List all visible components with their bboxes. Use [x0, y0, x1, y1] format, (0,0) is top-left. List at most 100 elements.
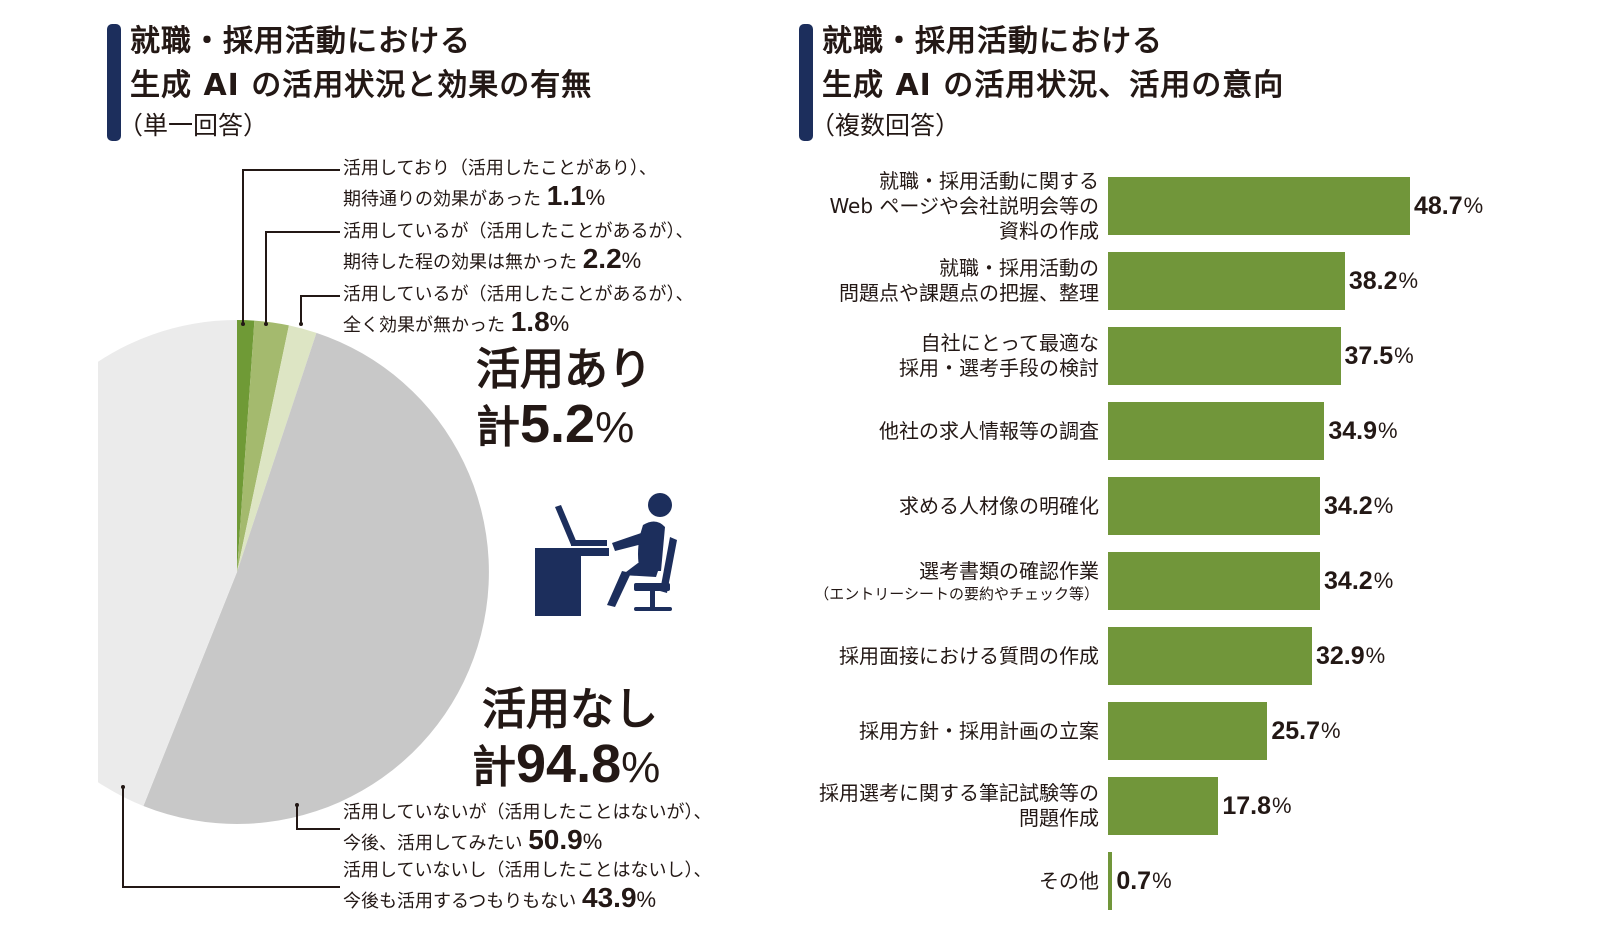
bar-row: 他社の求人情報等の調査 34.9% — [780, 402, 1500, 460]
right-title-line2: 生成 AI の活用状況、活用の意向 — [822, 68, 1285, 103]
bar-category-label: 就職・採用活動に関する Web ページや会社説明会等の 資料の作成 — [829, 169, 1099, 243]
group-used-prefix: 計 — [476, 402, 520, 453]
pie-unit: % — [549, 311, 570, 336]
leader-line-4-v — [296, 805, 298, 829]
bar-category-label-line: 資料の作成 — [999, 218, 1099, 243]
bar-row: 採用方針・採用計画の立案 25.7% — [780, 702, 1500, 760]
bar — [1108, 177, 1410, 235]
pie-label-noeffect-line2: 全く効果が無かった — [343, 315, 505, 336]
bar-value-unit: % — [1373, 493, 1394, 518]
bar-row: 就職・採用活動に関する Web ページや会社説明会等の 資料の作成 48.7% — [780, 169, 1500, 243]
bar-category-label: 就職・採用活動の 問題点や課題点の把握、整理 — [839, 252, 1099, 310]
bar-category-label-line: 採用選考に関する筆記試験等の — [819, 781, 1099, 805]
bar-value-label: 38.2% — [1349, 252, 1418, 310]
leader-line-1-h — [242, 169, 340, 171]
bar — [1108, 552, 1321, 610]
bar-value-unit: % — [1398, 268, 1419, 293]
person-at-desk-laptop-icon — [535, 493, 677, 616]
group-not-used-annotation: 活用なし 計94.8% — [472, 683, 660, 795]
bar-value: 34.2 — [1324, 491, 1373, 520]
bar-value: 34.9 — [1328, 416, 1378, 445]
bar-value-label: 34.2% — [1324, 552, 1393, 610]
bar-category-label-line: 問題作成 — [1019, 806, 1099, 830]
pie-label-want-to-use: 活用していないが（活用したことはないが）、 今後、活用してみたい 50.9% — [343, 799, 711, 857]
bar-category-note: （エントリーシートの要約やチェック等） — [814, 584, 1099, 603]
bar-category-label: 採用面接における質問の作成 — [839, 627, 1099, 685]
bar-row: その他 0.7% — [780, 852, 1500, 910]
bar-value-label: 32.9% — [1316, 627, 1385, 685]
leader-dot-2 — [264, 322, 268, 326]
leader-line-2-h — [265, 231, 340, 233]
right-title-line1: 就職・採用活動における — [822, 24, 1163, 59]
pie-unit: % — [636, 887, 657, 912]
bar-category-label: 他社の求人情報等の調査 — [879, 402, 1099, 460]
bar — [1108, 627, 1312, 685]
bar — [1108, 777, 1219, 835]
bar-category-label-line: 他社の求人情報等の調査 — [879, 418, 1099, 443]
pie-slice-effective — [237, 320, 255, 572]
bar-row: 採用面接における質問の作成 32.9% — [780, 627, 1500, 685]
bar-row: 自社にとって最適な 採用・選考手段の検討 37.5% — [780, 327, 1500, 385]
bar-value-unit: % — [1272, 793, 1292, 818]
left-title-line1: 就職・採用活動における — [130, 24, 471, 59]
leader-dot-4 — [295, 803, 299, 807]
bar-category-label-line: 採用・選考手段の検討 — [899, 356, 1099, 380]
pie-value-effective: 1.1 — [546, 180, 586, 211]
leader-dot-3 — [299, 322, 303, 326]
group-not-used-label: 活用なし — [482, 684, 658, 735]
group-not-used-prefix: 計 — [472, 742, 516, 793]
pie-value-never: 43.9 — [582, 882, 637, 913]
bar-category-label-line: 問題点や課題点の把握、整理 — [839, 281, 1099, 305]
bar-category-label: 自社にとって最適な 採用・選考手段の検討 — [899, 327, 1099, 385]
bar-row: 選考書類の確認作業 （エントリーシートの要約やチェック等） 34.2% — [780, 552, 1500, 610]
pie-label-noeffect-line1: 活用しているが（活用したことがあるが）、 — [343, 284, 694, 305]
bar — [1108, 402, 1325, 460]
group-used-annotation: 活用あり 計5.2% — [476, 343, 652, 455]
bar-value-unit: % — [1152, 868, 1172, 893]
leader-line-3-h — [300, 295, 340, 297]
bar-category-label-line: 選考書類の確認作業 — [919, 558, 1099, 583]
right-title-accent-bar — [799, 24, 813, 141]
bar-value-unit: % — [1394, 343, 1414, 368]
bar-category-label-line: 自社にとって最適な — [920, 331, 1099, 355]
pie-label-never-line1: 活用していないし（活用したことはないし）、 — [343, 860, 712, 881]
bar-value: 25.7 — [1271, 716, 1320, 745]
bar-value-label: 34.2% — [1324, 477, 1393, 535]
left-subtitle: （単一回答） — [118, 111, 269, 140]
pie-label-no-effect: 活用しているが（活用したことがあるが）、 全く効果が無かった 1.8% — [343, 281, 693, 339]
pie-label-want-line1: 活用していないが（活用したことはないが）、 — [343, 802, 712, 823]
bar-category-label-line: 採用面接における質問の作成 — [839, 643, 1099, 668]
bar — [1108, 252, 1345, 310]
pie-label-effective-line2: 期待通りの効果があった — [343, 189, 541, 210]
pie-slice-never-use — [98, 320, 237, 806]
pie-slice-no-effect — [237, 325, 317, 572]
leader-line-5-h — [122, 886, 340, 888]
pie-slice-less-effective — [237, 320, 289, 572]
bar-category-label: 求める人材像の明確化 — [899, 477, 1099, 535]
leader-line-5-v — [122, 787, 124, 887]
pie-label-effective-line1: 活用しており（活用したことがあり）、 — [343, 158, 657, 179]
pie-label-want-line2: 今後、活用してみたい — [343, 833, 523, 854]
bar-value: 32.9 — [1315, 641, 1365, 670]
bar-value-label: 25.7% — [1271, 702, 1340, 760]
bar — [1108, 702, 1268, 760]
pie-chart-svg — [98, 320, 489, 824]
group-used-label: 活用あり — [476, 344, 652, 395]
bar-category-label-line: 求める人材像の明確化 — [899, 493, 1099, 518]
leader-line-4-h — [296, 828, 340, 830]
bar-value: 17.8 — [1222, 791, 1272, 820]
bar — [1108, 852, 1113, 910]
bar-value-unit: % — [1463, 193, 1484, 218]
leader-line-2-v — [265, 231, 267, 324]
bar-value: 38.2 — [1348, 266, 1398, 295]
group-used-value: 5.2 — [520, 394, 596, 454]
bar-value: 48.7 — [1413, 191, 1463, 220]
left-title-accent-bar — [107, 24, 121, 141]
bar — [1108, 327, 1341, 385]
pie-value-less: 2.2 — [582, 243, 622, 274]
pie-unit: % — [621, 248, 642, 273]
bar-category-label-line: 採用方針・採用計画の立案 — [859, 718, 1099, 743]
leader-dot-5 — [121, 785, 125, 789]
bar-value: 37.5 — [1344, 341, 1394, 370]
pie-chart — [98, 300, 518, 840]
